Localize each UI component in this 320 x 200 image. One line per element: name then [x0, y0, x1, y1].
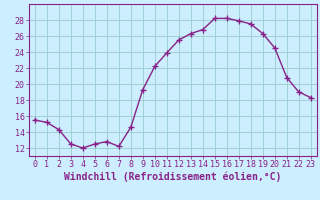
X-axis label: Windchill (Refroidissement éolien,°C): Windchill (Refroidissement éolien,°C) — [64, 172, 282, 182]
